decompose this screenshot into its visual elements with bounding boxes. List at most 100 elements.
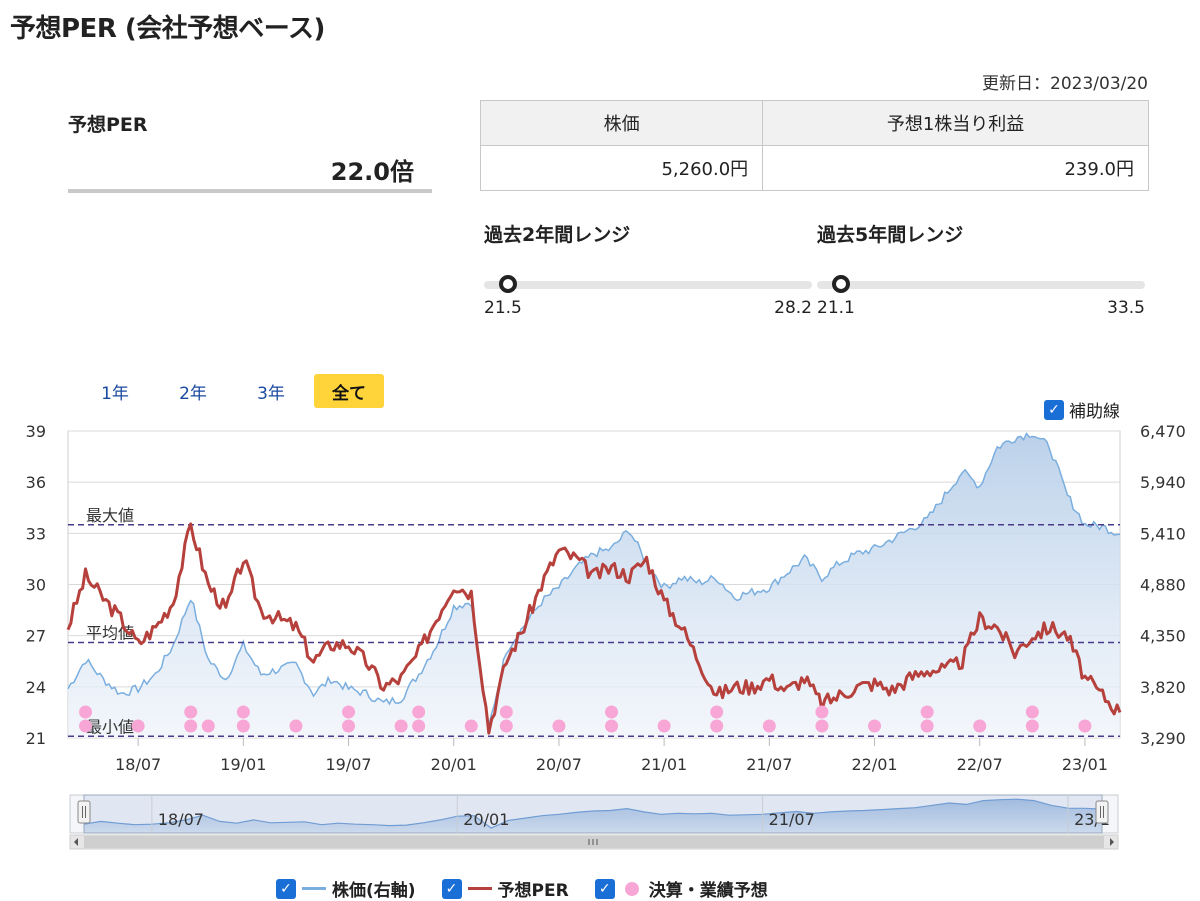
event-marker (236, 719, 250, 733)
price-area (68, 433, 1120, 738)
event-marker (289, 719, 303, 733)
event-marker (201, 719, 215, 733)
x-tick-label: 23/01 (1062, 755, 1108, 774)
tab-3y[interactable]: 3年 (257, 383, 285, 404)
left-tick-label: 27 (26, 627, 46, 646)
right-tick-label: 5,940 (1140, 473, 1186, 492)
x-tick-label: 21/01 (641, 755, 687, 774)
legend-per-swatch (467, 887, 492, 890)
per-label: 予想PER (68, 114, 148, 136)
navigator-label: 20/01 (463, 810, 509, 829)
range-5y: 過去5年間レンジ 21.1 33.5 (813, 220, 1145, 320)
tab-1y[interactable]: 1年 (101, 383, 129, 404)
navigator-handle (1095, 800, 1109, 824)
event-marker (552, 719, 566, 733)
range-2y-min: 21.5 (484, 298, 522, 318)
left-tick-label: 30 (26, 576, 46, 595)
event-marker (920, 705, 934, 719)
range-2y-max: 28.2 (774, 298, 812, 318)
range-2y-title: 過去2年間レンジ (484, 224, 631, 246)
event-marker (412, 719, 426, 733)
range-2y-marker (499, 275, 518, 293)
navigator-line (83, 798, 1103, 829)
x-tick-label: 21/07 (746, 755, 792, 774)
price-table: 株価 予想1株当り利益 5,260.0円 239.0円 (479, 100, 1149, 191)
event-marker (1025, 705, 1039, 719)
left-tick-label: 36 (26, 473, 46, 492)
event-marker (605, 705, 619, 719)
chart-legend: ✓ 株価(右軸) ✓ 予想PER ✓ 決算・業績予想 (276, 876, 768, 901)
reference-line-label: 最小値 (86, 717, 134, 736)
legend-events[interactable]: ✓ 決算・業績予想 (594, 876, 768, 901)
range-navigator: 18/07 20/01 21/07 23/1 (69, 794, 1119, 850)
event-marker (710, 719, 724, 733)
legend-events-label: 決算・業績予想 (648, 881, 768, 901)
per-series-line (66, 522, 1122, 735)
left-tick-label: 24 (26, 678, 46, 697)
tab-all[interactable]: 全て (314, 374, 384, 408)
guide-lines-label: 補助線 (1069, 402, 1120, 422)
event-marker (710, 705, 724, 719)
event-marker (79, 705, 93, 719)
checkbox-checked-icon[interactable]: ✓ (276, 878, 296, 899)
event-marker (394, 719, 408, 733)
right-tick-label: 4,350 (1140, 627, 1186, 646)
event-marker (184, 719, 198, 733)
tab-2y[interactable]: 2年 (179, 383, 207, 404)
reference-line-label: 最大値 (86, 506, 134, 525)
legend-price[interactable]: ✓ 株価(右軸) (276, 876, 416, 901)
range-2y-track (484, 281, 812, 289)
x-tick-label: 20/01 (431, 755, 477, 774)
event-marker (920, 719, 934, 733)
period-tabs: 1年 2年 3年 全て (80, 374, 384, 408)
legend-price-label: 株価(右軸) (332, 881, 416, 901)
left-tick-label: 39 (26, 422, 46, 441)
per-summary: 予想PER 22.0倍 (68, 110, 432, 193)
x-tick-label: 20/07 (536, 755, 582, 774)
x-tick-label: 18/07 (115, 755, 161, 774)
checkbox-checked-icon[interactable]: ✓ (594, 878, 615, 899)
legend-price-swatch (302, 887, 326, 890)
event-marker (236, 705, 250, 719)
legend-per[interactable]: ✓ 予想PER (441, 876, 569, 901)
price-series-line (67, 432, 1121, 726)
event-marker (657, 719, 671, 733)
range-5y-max: 33.5 (1107, 298, 1145, 318)
event-marker (342, 719, 356, 733)
event-marker (464, 719, 478, 733)
navigator-label: 18/07 (158, 810, 204, 829)
event-marker (762, 719, 776, 733)
event-marker (131, 719, 145, 733)
price-header: 株価 (479, 100, 764, 146)
right-tick-label: 3,290 (1140, 729, 1186, 748)
x-tick-label: 22/01 (851, 755, 897, 774)
legend-event-swatch (624, 881, 639, 896)
updated-date: 更新日：2023/03/20 (982, 74, 1148, 94)
eps-header: 予想1株当り利益 (762, 100, 1149, 146)
navigator-label: 21/07 (769, 810, 815, 829)
event-marker (1025, 719, 1039, 733)
range-5y-min: 21.1 (817, 298, 855, 318)
event-marker (499, 719, 513, 733)
range-2y: 過去2年間レンジ 21.5 28.2 (480, 220, 812, 320)
left-tick-label: 33 (26, 524, 46, 543)
checkbox-checked-icon[interactable]: ✓ (441, 878, 462, 899)
navigator-area (84, 799, 1102, 833)
checkbox-checked-icon[interactable]: ✓ (1044, 399, 1064, 420)
right-tick-label: 6,470 (1140, 422, 1186, 441)
price-value: 5,260.0円 (479, 145, 764, 191)
range-5y-track (817, 281, 1145, 289)
event-marker (605, 719, 619, 733)
per-value: 22.0倍 (330, 158, 414, 186)
x-tick-label: 19/07 (325, 755, 371, 774)
left-axis: 21 24 27 30 33 36 39 (26, 422, 46, 748)
right-tick-label: 4,880 (1140, 576, 1186, 595)
navigator-selection (83, 794, 1103, 834)
eps-value: 239.0円 (762, 145, 1149, 191)
event-marker (868, 719, 882, 733)
guide-lines-toggle[interactable]: ✓ 補助線 (1044, 397, 1120, 422)
scroll-left-icon (74, 838, 78, 846)
event-markers (79, 705, 1092, 733)
right-axis: 3,290 3,820 4,350 4,880 5,410 5,940 6,470 (1140, 422, 1186, 748)
